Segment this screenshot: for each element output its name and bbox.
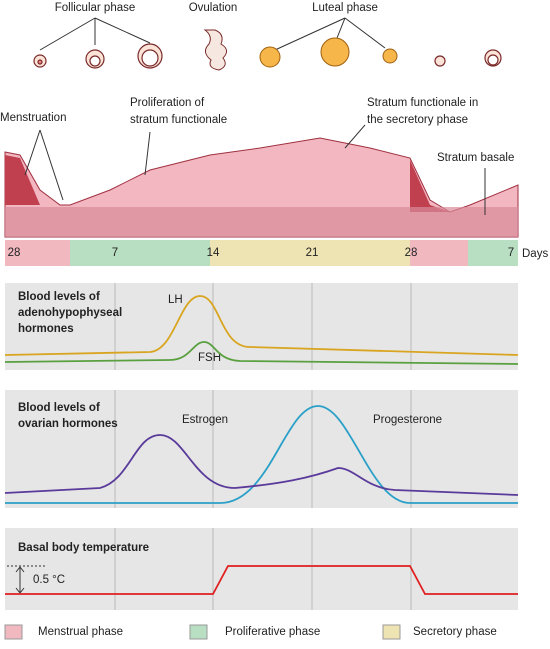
panel-title: adenohypophyseal bbox=[18, 307, 122, 319]
label: Stratum functionale in bbox=[367, 97, 478, 109]
connector bbox=[39, 17, 386, 51]
arrow bbox=[15, 566, 25, 594]
estrogen-curve bbox=[4, 434, 519, 496]
basale bbox=[5, 207, 518, 237]
ovary-row: Follicular phase Ovulation Luteal phase bbox=[33, 2, 502, 71]
day-label: 7 bbox=[112, 247, 118, 259]
legend-label: Secretory phase bbox=[413, 626, 497, 638]
lh-curve bbox=[4, 295, 519, 356]
panel-title: Basal body temperature bbox=[18, 542, 149, 554]
secretory-band bbox=[210, 240, 410, 266]
day-label: 28 bbox=[8, 247, 21, 259]
curve-label: Progesterone bbox=[373, 414, 442, 426]
day-label: 28 bbox=[405, 247, 418, 259]
legend-label: Proliferative phase bbox=[225, 626, 320, 638]
menstrual-band bbox=[410, 240, 468, 266]
pointer bbox=[24, 124, 486, 215]
endometrium: Menstruation Proliferation of stratum fu… bbox=[0, 97, 519, 238]
label: Menstruation bbox=[0, 112, 66, 124]
label: the secretory phase bbox=[367, 114, 468, 126]
temperature-curve bbox=[5, 565, 518, 595]
label: Follicular phase bbox=[55, 2, 136, 14]
label: Stratum basale bbox=[437, 152, 514, 164]
panel bbox=[5, 528, 518, 610]
curve-label: LH bbox=[168, 294, 183, 306]
curve-label: Estrogen bbox=[182, 414, 228, 426]
legend-label: Menstrual phase bbox=[38, 626, 123, 638]
fsh-curve bbox=[4, 341, 519, 365]
panel-title: hormones bbox=[18, 323, 74, 335]
day-label: 14 bbox=[207, 247, 220, 259]
legend-swatch bbox=[382, 624, 401, 640]
follicles bbox=[33, 43, 502, 69]
proliferative-band bbox=[70, 240, 210, 266]
label: Proliferation of bbox=[130, 97, 205, 109]
ovulation-icon bbox=[203, 29, 227, 71]
panel-title: ovarian hormones bbox=[18, 418, 118, 430]
proliferative-band bbox=[468, 240, 518, 266]
menstrual-band bbox=[5, 240, 70, 266]
curve-label: 0.5 °C bbox=[33, 574, 65, 586]
corpus-luteum bbox=[259, 37, 398, 68]
label: Ovulation bbox=[189, 2, 238, 14]
label: stratum functionale bbox=[130, 114, 227, 126]
day-bar: Days 28 7 14 21 28 7 bbox=[5, 240, 548, 266]
panel-title: Blood levels of bbox=[18, 402, 100, 414]
day-label: 21 bbox=[306, 247, 319, 259]
curve-label: FSH bbox=[198, 352, 221, 364]
unit: Days bbox=[522, 248, 548, 260]
label: Luteal phase bbox=[312, 2, 378, 14]
legend-swatch bbox=[189, 624, 208, 640]
legend-swatch bbox=[4, 624, 23, 640]
legend: Menstrual phase Proliferative phase Secr… bbox=[4, 624, 497, 640]
panel bbox=[5, 283, 518, 370]
panel-title: Blood levels of bbox=[18, 291, 100, 303]
day-label: 7 bbox=[508, 247, 514, 259]
